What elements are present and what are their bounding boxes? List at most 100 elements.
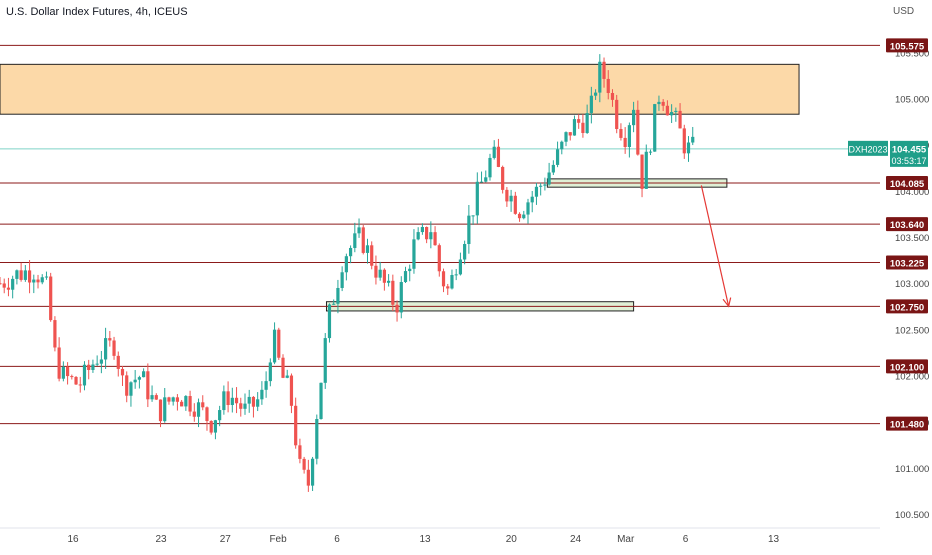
candle-body [310,458,315,486]
candle-body [678,110,682,129]
candle-body [437,245,441,272]
candle-body [522,214,526,219]
candle-body [243,403,247,409]
candle-body [357,227,361,234]
candle-body [509,195,513,202]
candle-body [120,368,125,376]
candle-body [467,215,471,245]
candle-body [315,418,319,459]
candle-body [412,239,416,269]
level-label: 103.225 [890,258,925,269]
candle-body [479,181,484,183]
candle-body [61,366,65,379]
candle-body [505,189,509,202]
candle-body [661,101,665,106]
candle-body [171,397,175,402]
x-tick-label: 23 [155,534,167,545]
candle-body [154,395,158,400]
candle-body [463,244,467,260]
candle-body [420,227,424,233]
countdown-tag: 03:53:17 [891,156,926,166]
candle-body [395,304,399,313]
price-tag: 104.455 [892,144,927,155]
candle-body [272,329,277,363]
x-tick-label: 24 [570,534,582,545]
candle-body [142,371,146,378]
candle-body [589,95,593,114]
candle-body [57,347,61,379]
candle-body [188,396,192,412]
candle-body [125,375,129,396]
candle-body [353,233,357,248]
candle-body [209,420,213,433]
symbol-tag-box [848,140,888,156]
candle-body [230,397,234,406]
candle-body [391,280,395,305]
candle-body [32,279,36,283]
level-label: 102.750 [890,302,924,313]
candle-body [344,256,348,273]
candle-body [577,119,581,123]
candle-body [361,227,365,253]
candle-body [74,377,78,385]
levels-layer [0,44,880,425]
candle-body [116,355,120,369]
candle-body [547,172,551,185]
level-label-box [886,217,928,232]
candle-body [99,359,103,364]
candle-body [44,276,49,278]
candle-body [627,125,631,147]
candles-layer [0,54,695,492]
candle-body [49,276,53,321]
x-tick-label: 6 [683,534,689,545]
x-tick-label: 16 [67,534,79,545]
candle-body [184,396,188,407]
resistance-zone [0,63,800,115]
x-tick-label: 6 [334,534,340,545]
candle-body [572,119,577,136]
candle-body [256,399,260,407]
price-tag-box [890,140,928,167]
level-label-box [886,255,928,270]
y-tick-label: 102.500 [895,325,929,336]
candle-body [247,396,251,404]
arrow-shaft [700,185,730,307]
candle-body [192,411,196,417]
candle-body [146,371,150,400]
candle-body [408,268,412,272]
candle-body [471,215,475,217]
candle-body [289,375,294,406]
candle-body [104,338,108,360]
candle-body [196,402,201,417]
candle-body [602,61,606,79]
x-tick-label: Feb [269,534,287,545]
candle-body [513,195,517,214]
candle-body [374,265,378,278]
candle-body [644,151,648,189]
zones-layer [0,63,800,312]
candle-body [264,381,268,390]
candle-body [648,151,653,153]
candle-body [403,271,408,283]
candle-body [226,391,230,406]
candle-body [70,376,74,378]
candle-body [251,396,256,407]
y-tick-label: 105.000 [895,95,929,106]
y-tick-label: 102.000 [895,372,929,383]
candle-body [657,101,661,105]
candle-body [568,132,572,136]
candle-body [674,110,678,113]
candle-body [27,270,32,283]
candle-body [53,320,57,348]
candle-body [78,384,82,386]
candle-body [137,377,141,380]
candle-body [268,362,272,382]
candle-body [306,469,310,486]
y-tick-label: 104.000 [895,187,929,198]
candle-body [682,128,686,154]
y-tick-label: 100.500 [895,510,929,521]
candle-body [11,278,15,290]
candle-body [129,382,133,396]
